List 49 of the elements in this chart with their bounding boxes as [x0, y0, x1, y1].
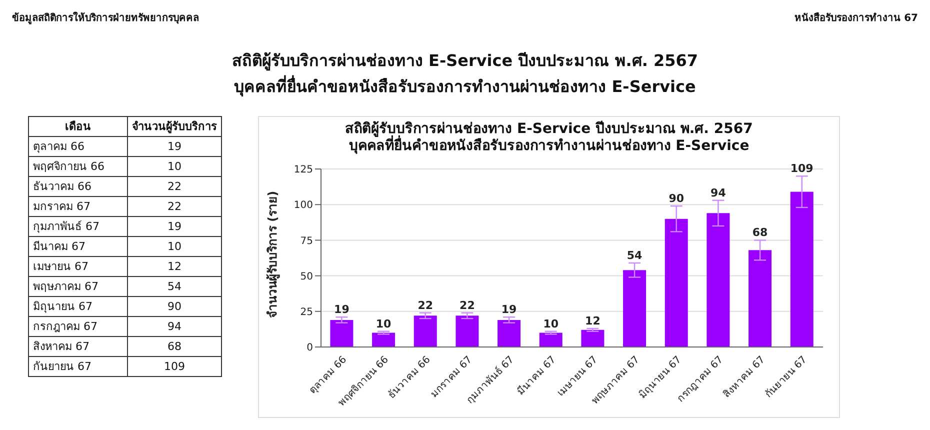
chart-title: สถิติผู้รับบริการผ่านช่องทาง E-Service ปีงบประมาณ พ.ศ. 2567 บุคคลที่ยื่นคำขอหนังสือรับรองการทำงานผ่านช่องทาง E-Service: [344, 121, 754, 155]
category-label: สิงหาคม 67: [33, 340, 90, 352]
data-label: 10: [376, 317, 392, 330]
data-label: 94: [710, 186, 726, 200]
data-label: 54: [626, 248, 643, 262]
text: เดือน: [28, 116, 128, 136]
y-axis-title: จำนวนผู้รับบริการ (ราย): [265, 190, 280, 318]
text: 109: [164, 360, 185, 372]
text: 94: [168, 320, 182, 332]
data-label: 109: [790, 162, 814, 176]
text: บุคคลที่ยื่นคำขอหนังสือรับรองการทำงานผ่านช่องทาง E-Service: [233, 74, 697, 98]
text: 22: [168, 200, 182, 212]
text: 10: [168, 160, 182, 172]
category-label: พฤศจิกายน 66: [33, 160, 104, 172]
data-label: 10: [543, 317, 559, 330]
category-label: ตุลาคม 66: [33, 140, 84, 152]
data-label: 12: [585, 314, 600, 328]
category-label: ธันวาคม 66: [33, 180, 92, 192]
text: สถิติผู้รับบริการผ่านช่องทาง E-Service ปีงบประมาณ พ.ศ. 2567: [230, 50, 700, 73]
y-tick-label: 50: [300, 271, 313, 282]
text: 12: [168, 260, 182, 272]
text: 10: [168, 240, 182, 252]
text: จำนวนผู้รับบริการ: [128, 116, 222, 136]
text: ข้อมูลสถิติการให้บริการฝ่ายทรัพยากรบุคคล: [12, 10, 199, 25]
data-label: 22: [418, 298, 434, 312]
y-tick-label: 100: [294, 200, 313, 212]
y-tick-label: 125: [294, 164, 313, 176]
category-label: มกราคม 67: [33, 200, 90, 212]
y-tick-label: 0: [306, 342, 313, 354]
data-label: 22: [460, 298, 475, 312]
text: 22: [168, 180, 182, 192]
data-label: 90: [668, 192, 684, 206]
category-label: กุมภาพันธ์ 67: [33, 220, 100, 232]
y-tick-label: 25: [300, 306, 313, 318]
category-label: กรกฎาคม 67: [33, 320, 98, 332]
text: หนังสือรับรองการทำงาน 67: [794, 11, 918, 25]
y-tick-label: 75: [300, 236, 313, 247]
text: 19: [168, 140, 182, 152]
text: 19: [168, 220, 182, 232]
data-label: 68: [752, 226, 768, 240]
text: 90: [168, 300, 182, 312]
category-label: เมษายน 67: [33, 260, 88, 272]
category-label: มีนาคม 67: [33, 240, 86, 252]
text: 68: [168, 340, 182, 352]
data-label: 19: [334, 303, 350, 316]
category-label: มิถุนายน 67: [33, 300, 92, 312]
data-label: 19: [501, 303, 517, 316]
category-label: พฤษภาคม 67: [33, 280, 98, 292]
text: 54: [168, 280, 182, 292]
